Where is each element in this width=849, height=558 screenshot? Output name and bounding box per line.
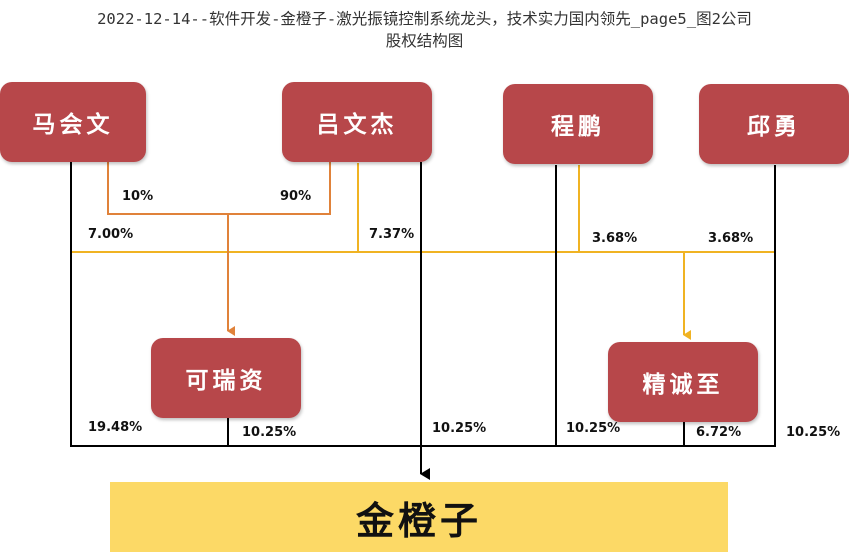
label-ma-to-kerui: 10% <box>122 189 154 204</box>
label-cheng-to-jingcheng: 3.68% <box>592 231 638 246</box>
label-kerui-to-target: 10.25% <box>242 425 297 440</box>
node-ma-huiwen: 马会文 <box>0 82 146 162</box>
node-jing-chengzhi: 精诚至 <box>608 342 758 422</box>
figure-title: 2022-12-14--软件开发-金橙子-激光振镜控制系统龙头，技术实力国内领先… <box>0 8 849 52</box>
node-ke-ruizi: 可瑞资 <box>151 338 301 418</box>
node-qiu-yong: 邱勇 <box>699 84 849 164</box>
node-cheng-peng: 程鹏 <box>503 84 653 164</box>
node-label: 程鹏 <box>551 114 605 140</box>
label-ma-to-jingcheng: 7.00% <box>88 227 134 242</box>
title-line-1: 2022-12-14--软件开发-金橙子-激光振镜控制系统龙头，技术实力国内领先… <box>97 10 752 28</box>
label-qiu-to-target: 10.25% <box>786 425 841 440</box>
gold-lines <box>70 163 775 340</box>
label-lv-to-kerui: 90% <box>280 189 312 204</box>
label-qiu-to-jingcheng: 3.68% <box>708 231 754 246</box>
label-lv-to-target: 10.25% <box>432 421 487 436</box>
node-label: 精诚至 <box>642 372 724 398</box>
title-line-2: 股权结构图 <box>385 32 464 50</box>
label-jingcheng-to-target: 6.72% <box>696 425 742 440</box>
node-label: 邱勇 <box>747 114 801 140</box>
node-label: 可瑞资 <box>185 368 267 394</box>
node-jin-chengzi: 金橙子 <box>110 482 728 552</box>
label-lv-to-jingcheng: 7.37% <box>369 227 415 242</box>
label-ma-to-target: 19.48% <box>88 420 143 435</box>
node-label: 马会文 <box>32 112 114 138</box>
label-cheng-to-target: 10.25% <box>566 421 621 436</box>
black-lines <box>70 162 776 480</box>
node-label: 金橙子 <box>355 498 482 543</box>
orange-lines <box>107 162 331 336</box>
node-lv-wenjie: 吕文杰 <box>282 82 432 162</box>
node-label: 吕文杰 <box>316 112 398 138</box>
